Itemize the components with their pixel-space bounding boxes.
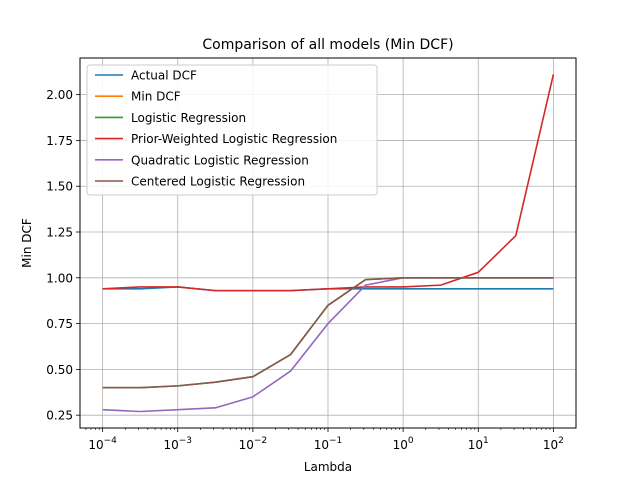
series-lines <box>102 74 555 413</box>
x-tick-label: 10−1 <box>314 436 343 452</box>
x-axis-ticks: 10−4 10−3 10−2 10−1 100 101 102 <box>85 428 564 452</box>
y-tick-label: 0.75 <box>46 317 73 331</box>
x-tick-label: 10−3 <box>163 436 192 452</box>
y-tick-label: 0.25 <box>46 409 73 423</box>
y-tick-label: 1.50 <box>46 180 73 194</box>
x-tick-label: 10−2 <box>239 436 268 452</box>
y-axis-ticks: 0.25 0.50 0.75 1.00 1.25 1.50 1.75 2.00 <box>46 88 80 423</box>
x-tick-label: 100 <box>393 436 414 452</box>
chart-title: Comparison of all models (Min DCF) <box>202 37 453 53</box>
y-tick-label: 0.50 <box>46 363 73 377</box>
legend-label: Centered Logistic Regression <box>131 175 305 189</box>
y-tick-label: 2.00 <box>46 88 73 102</box>
legend-label: Prior-Weighted Logistic Regression <box>131 132 337 146</box>
y-tick-label: 1.75 <box>46 134 73 148</box>
x-tick-label: 101 <box>468 436 489 452</box>
legend-box <box>86 64 378 196</box>
y-tick-label: 1.25 <box>46 226 73 240</box>
y-axis-label: Min DCF <box>20 218 34 268</box>
x-axis-label: Lambda <box>304 460 352 474</box>
x-tick-label: 102 <box>543 436 564 452</box>
y-tick-label: 1.00 <box>46 271 73 285</box>
x-tick-label: 10−4 <box>88 436 117 452</box>
legend-label: Min DCF <box>131 90 181 104</box>
legend-label: Actual DCF <box>131 69 197 83</box>
legend: Actual DCF Min DCF Logistic Regression Prio… <box>86 64 378 196</box>
series-line-prior-weighted-logistic-regression <box>102 74 555 292</box>
series-line-centered-logistic-regression <box>102 276 554 389</box>
legend-label: Quadratic Logistic Regression <box>131 153 309 167</box>
legend-label: Logistic Regression <box>131 111 246 125</box>
